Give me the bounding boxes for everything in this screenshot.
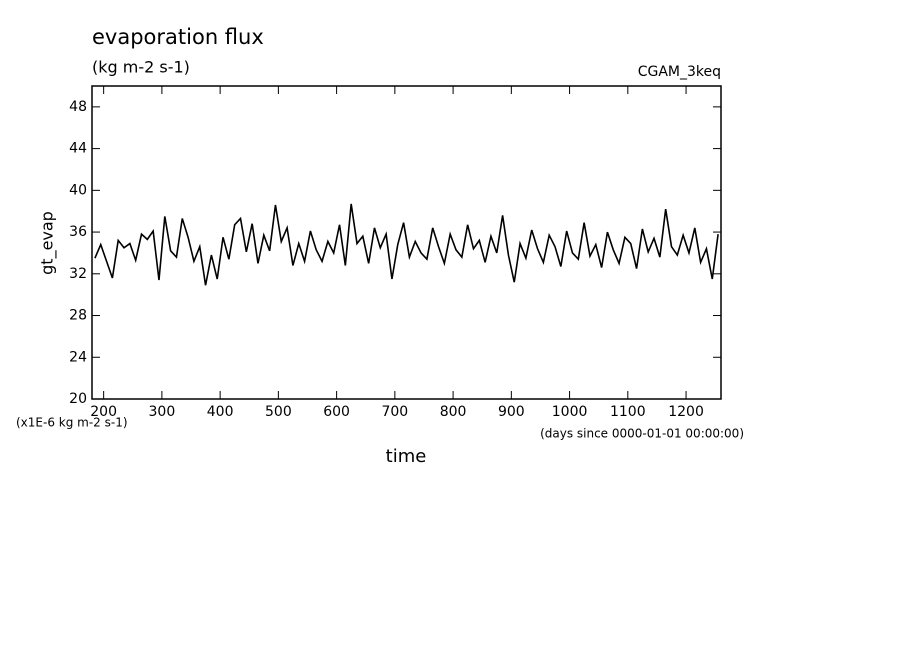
y-tick-label: 20 <box>69 391 87 407</box>
chart-title: evaporation flux <box>92 25 264 49</box>
y-axis-label: gt_evap <box>38 211 58 275</box>
y-tick-label: 24 <box>69 349 87 365</box>
chart-subtitle: (kg m-2 s-1) <box>92 58 190 77</box>
x-units: (days since 0000-01-01 00:00:00) <box>540 427 744 441</box>
plot-frame <box>91 85 722 400</box>
x-tick-label: 800 <box>440 404 467 420</box>
x-tick-label: 400 <box>207 404 234 420</box>
x-tick-label: 1000 <box>552 404 588 420</box>
x-tick-label: 300 <box>149 404 176 420</box>
y-tick-label: 44 <box>69 141 87 157</box>
x-tick-label: 1200 <box>668 404 704 420</box>
y-tick-label: 48 <box>69 99 87 115</box>
x-tick-label: 700 <box>381 404 408 420</box>
x-axis-label: time <box>386 446 427 467</box>
x-tick-label: 600 <box>323 404 350 420</box>
y-tick-label: 32 <box>69 266 87 282</box>
x-tick-label: 500 <box>265 404 292 420</box>
x-tick-label: 900 <box>498 404 525 420</box>
annotation: CGAM_3keq <box>638 64 721 80</box>
y-tick-label: 28 <box>69 308 87 324</box>
y-tick-label: 36 <box>69 224 87 240</box>
y-units: (x1E-6 kg m-2 s-1) <box>16 416 128 430</box>
series-line <box>94 203 719 286</box>
x-tick-label: 1100 <box>610 404 646 420</box>
y-tick-label: 40 <box>69 182 87 198</box>
x-tick-label: 200 <box>90 404 117 420</box>
